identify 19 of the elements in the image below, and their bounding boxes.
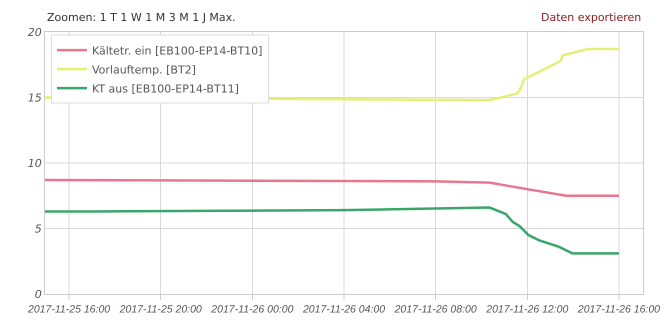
legend-label: Vorlauftemp. [BT2] [92, 63, 196, 76]
text: Zoomen: 1 T 1 W 1 M 3 M 1 J Max. [47, 11, 236, 24]
text: Daten exportieren [541, 11, 642, 24]
y-tick-label: 5 [34, 222, 42, 236]
x-tick-label: 2017-11-25 16:00 [26, 304, 110, 316]
x-tick-label: 2017-11-26 04:00 [302, 304, 386, 316]
x-tick-label: 2017-11-26 08:00 [394, 304, 477, 316]
x-tick-label: 2017-11-26 12:00 [485, 304, 569, 316]
x-tick-label: 2017-11-25 20:00 [118, 304, 202, 316]
y-tick-label: 10 [28, 156, 42, 170]
x-tick-label: 2017-11-26 16:00 [576, 304, 660, 316]
legend-label: Kältetr. ein [EB100-EP14-BT10] [92, 44, 262, 58]
y-tick-label: 0 [34, 288, 42, 301]
line-series [45, 206, 620, 255]
line-series [45, 178, 620, 197]
y-tick-label: 15 [28, 91, 42, 104]
y-tick-label: 20 [28, 26, 42, 39]
x-tick-label: 2017-11-26 00:00 [210, 304, 294, 316]
legend-label: KT aus [EB100-EP14-BT11] [92, 82, 239, 96]
